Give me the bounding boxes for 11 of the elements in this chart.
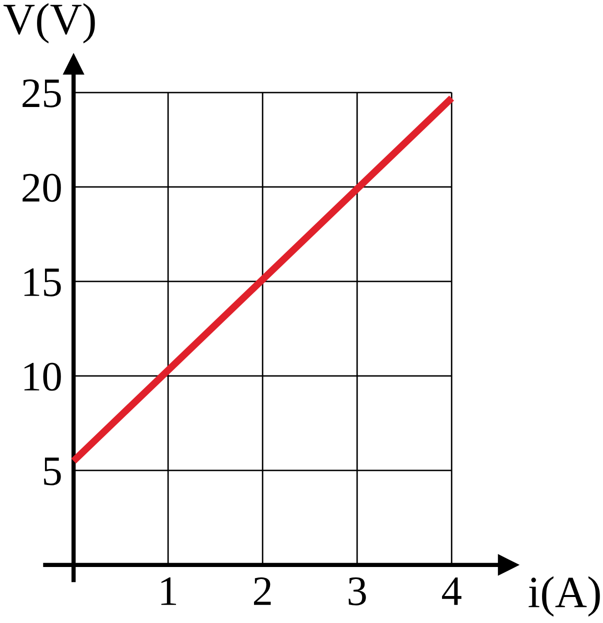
x-tick-label: 2	[254, 577, 271, 605]
y-tick-label: 25	[22, 79, 61, 108]
x-tick-label: 4	[442, 577, 462, 605]
x-tick-label: 3	[348, 577, 366, 606]
y-tick-label: 20	[22, 174, 61, 202]
y-tick-label: 5	[44, 458, 61, 486]
x-tick-label: 1	[161, 577, 176, 605]
y-tick-label: 15	[24, 268, 61, 296]
y-axis-title: V(V)	[4, 3, 95, 44]
x-axis-title: i(A)	[528, 576, 600, 617]
y-tick-label: 10	[24, 362, 61, 391]
